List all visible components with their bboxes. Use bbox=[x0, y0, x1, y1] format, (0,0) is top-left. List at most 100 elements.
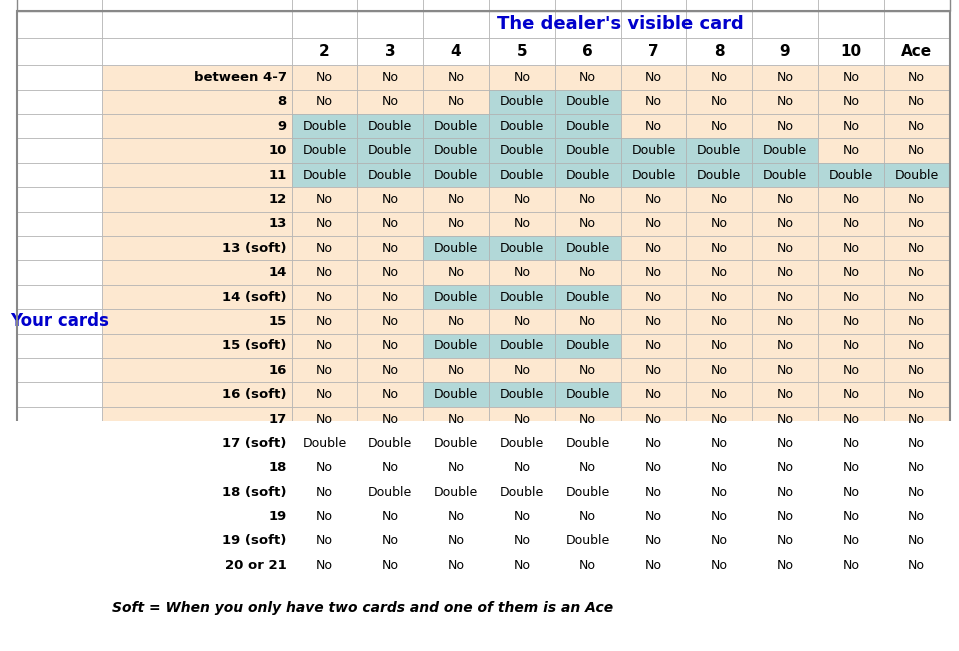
Text: No: No bbox=[382, 534, 399, 547]
Bar bbox=[489, 309, 554, 333]
Text: No: No bbox=[842, 388, 859, 401]
Text: No: No bbox=[777, 364, 793, 377]
Bar bbox=[818, 505, 884, 529]
Text: Double: Double bbox=[368, 486, 412, 499]
Bar bbox=[358, 333, 423, 358]
Text: 19 (soft): 19 (soft) bbox=[222, 534, 287, 547]
Bar bbox=[554, 163, 620, 187]
Text: Double: Double bbox=[368, 120, 412, 133]
Text: between 4-7: between 4-7 bbox=[194, 71, 287, 84]
Bar bbox=[752, 358, 818, 382]
Text: No: No bbox=[711, 413, 728, 426]
Bar bbox=[489, 505, 554, 529]
Bar bbox=[17, 407, 103, 431]
Bar bbox=[884, 65, 949, 90]
Bar bbox=[292, 114, 358, 139]
Text: Double: Double bbox=[829, 169, 873, 182]
Text: No: No bbox=[842, 266, 859, 279]
Text: No: No bbox=[842, 290, 859, 303]
Text: No: No bbox=[842, 144, 859, 157]
Text: Double: Double bbox=[631, 144, 675, 157]
Bar bbox=[17, 90, 103, 114]
Text: No: No bbox=[382, 217, 399, 230]
Bar bbox=[554, 407, 620, 431]
Bar bbox=[489, 90, 554, 114]
Bar bbox=[818, 187, 884, 212]
Text: Double: Double bbox=[500, 120, 544, 133]
Bar bbox=[489, 594, 554, 622]
Text: No: No bbox=[382, 242, 399, 255]
Bar bbox=[818, 577, 884, 594]
Bar bbox=[554, 284, 620, 309]
Bar bbox=[17, 577, 103, 594]
Text: No: No bbox=[316, 413, 333, 426]
Text: No: No bbox=[448, 364, 464, 377]
Bar bbox=[17, 358, 103, 382]
Text: No: No bbox=[382, 364, 399, 377]
Bar bbox=[489, 10, 554, 38]
Bar bbox=[489, 284, 554, 309]
Bar bbox=[884, 10, 949, 38]
Text: No: No bbox=[908, 462, 925, 475]
Bar bbox=[884, 90, 949, 114]
Bar bbox=[554, 505, 620, 529]
Bar bbox=[752, 577, 818, 594]
Text: No: No bbox=[777, 462, 793, 475]
Bar bbox=[423, 529, 489, 553]
Bar bbox=[687, 236, 752, 260]
Text: No: No bbox=[448, 510, 464, 523]
Text: 14 (soft): 14 (soft) bbox=[222, 290, 287, 303]
Text: Double: Double bbox=[368, 144, 412, 157]
Text: No: No bbox=[382, 339, 399, 352]
Text: No: No bbox=[382, 266, 399, 279]
Text: No: No bbox=[382, 510, 399, 523]
Bar bbox=[554, 456, 620, 480]
Text: Soft = When you only have two cards and one of them is an Ace: Soft = When you only have two cards and … bbox=[111, 601, 613, 615]
Text: 3: 3 bbox=[385, 44, 395, 59]
Bar bbox=[884, 358, 949, 382]
Text: No: No bbox=[645, 559, 662, 572]
Bar bbox=[687, 333, 752, 358]
Bar bbox=[687, 90, 752, 114]
Bar bbox=[884, 529, 949, 553]
Bar bbox=[358, 309, 423, 333]
Bar bbox=[884, 480, 949, 505]
Bar bbox=[489, 65, 554, 90]
Text: Double: Double bbox=[500, 95, 544, 108]
Bar bbox=[292, 284, 358, 309]
Bar bbox=[620, 236, 687, 260]
Bar bbox=[687, 577, 752, 594]
Text: Double: Double bbox=[500, 169, 544, 182]
Text: No: No bbox=[777, 242, 793, 255]
Text: No: No bbox=[448, 266, 464, 279]
Text: No: No bbox=[579, 71, 596, 84]
Text: No: No bbox=[777, 510, 793, 523]
Bar bbox=[752, 114, 818, 139]
Bar bbox=[292, 358, 358, 382]
Bar bbox=[358, 382, 423, 407]
Bar bbox=[292, 139, 358, 163]
Text: No: No bbox=[513, 559, 530, 572]
Bar bbox=[17, 594, 103, 622]
Bar bbox=[489, 187, 554, 212]
Bar bbox=[818, 284, 884, 309]
Bar bbox=[620, 10, 687, 38]
Text: No: No bbox=[777, 266, 793, 279]
Bar bbox=[103, 594, 292, 622]
Bar bbox=[818, 382, 884, 407]
Bar bbox=[884, 38, 949, 65]
Bar bbox=[489, 382, 554, 407]
Text: No: No bbox=[908, 120, 925, 133]
Text: No: No bbox=[711, 193, 728, 206]
Text: No: No bbox=[777, 193, 793, 206]
Bar bbox=[423, 65, 489, 90]
Bar bbox=[818, 358, 884, 382]
Bar bbox=[884, 114, 949, 139]
Text: Double: Double bbox=[566, 534, 610, 547]
Bar bbox=[554, 236, 620, 260]
Bar bbox=[818, 163, 884, 187]
Bar bbox=[292, 65, 358, 90]
Bar bbox=[423, 10, 489, 38]
Bar bbox=[620, 358, 687, 382]
Bar bbox=[620, 212, 687, 236]
